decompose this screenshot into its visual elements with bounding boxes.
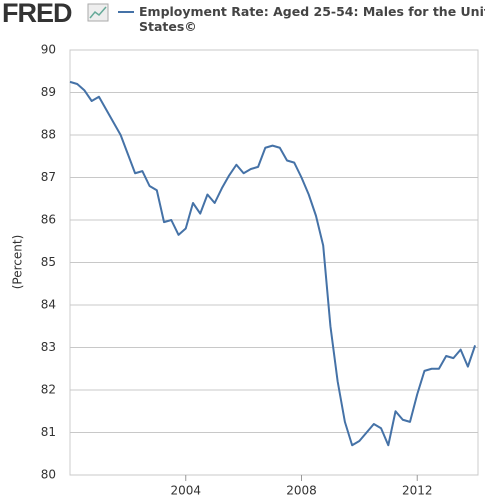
- y-tick-label: 84: [41, 298, 56, 312]
- logo: FRED: [2, 0, 72, 28]
- y-tick-label: 88: [41, 128, 56, 142]
- legend-swatch: [118, 11, 134, 13]
- y-tick-label: 82: [41, 383, 56, 397]
- y-tick-label: 89: [41, 85, 56, 99]
- y-tick-label: 81: [41, 425, 56, 439]
- y-tick-label: 85: [41, 255, 56, 269]
- data-line: [69, 80, 477, 447]
- legend-entry: Employment Rate: Aged 25-54: Males for t…: [139, 4, 485, 34]
- y-axis-label: (Percent): [11, 235, 25, 290]
- y-tick-label: 80: [41, 468, 56, 482]
- logo-icon: [87, 3, 109, 22]
- x-tick-label: 2012: [402, 484, 433, 498]
- x-tick-label: 2008: [286, 484, 317, 498]
- y-tick-label: 86: [41, 213, 56, 227]
- y-tick-label: 83: [41, 340, 56, 354]
- y-tick-label: 87: [41, 170, 56, 184]
- x-tick-label: 2004: [170, 484, 201, 498]
- y-tick-label: 90: [41, 43, 56, 57]
